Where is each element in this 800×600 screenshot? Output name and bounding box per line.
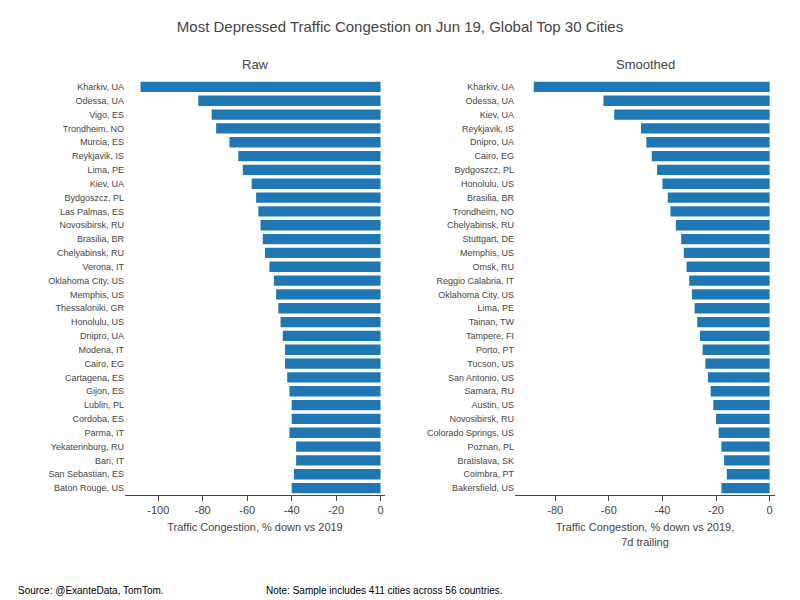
svg-text:San Sebastian, ES: San Sebastian, ES	[48, 469, 124, 479]
svg-text:Tampere, FI: Tampere, FI	[466, 331, 514, 341]
svg-text:Traffic Congestion, % down vs: Traffic Congestion, % down vs 2019	[167, 521, 342, 533]
svg-text:-60: -60	[239, 504, 255, 516]
svg-text:Tucson, US: Tucson, US	[467, 359, 514, 369]
svg-text:Coimbra, PT: Coimbra, PT	[463, 469, 514, 479]
svg-text:Thessaloniki, GR: Thessaloniki, GR	[55, 303, 124, 313]
svg-text:Poznan, PL: Poznan, PL	[467, 442, 514, 452]
svg-text:Parma, IT: Parma, IT	[84, 428, 124, 438]
svg-text:Oklahoma City, US: Oklahoma City, US	[48, 276, 124, 286]
svg-text:Kiev, UA: Kiev, UA	[90, 179, 124, 189]
svg-text:Memphis, US: Memphis, US	[460, 248, 514, 258]
svg-text:Source: @ExanteData, TomTom.: Source: @ExanteData, TomTom.	[18, 585, 164, 596]
svg-text:Modena, IT: Modena, IT	[78, 345, 124, 355]
svg-text:-80: -80	[195, 504, 211, 516]
svg-text:Trondheim, NO: Trondheim, NO	[453, 207, 514, 217]
svg-text:Note: Sample includes 411 citi: Note: Sample includes 411 cities across …	[266, 585, 503, 596]
svg-text:Austin, US: Austin, US	[471, 400, 514, 410]
svg-text:Lima, PE: Lima, PE	[477, 303, 514, 313]
svg-text:Novosibirsk, RU: Novosibirsk, RU	[59, 220, 124, 230]
svg-text:Odessa, UA: Odessa, UA	[75, 96, 124, 106]
svg-text:Brasilia, BR: Brasilia, BR	[467, 193, 515, 203]
svg-text:-20: -20	[708, 504, 724, 516]
svg-text:-60: -60	[601, 504, 617, 516]
svg-text:Odessa, UA: Odessa, UA	[465, 96, 514, 106]
svg-text:Oklahoma City, US: Oklahoma City, US	[438, 290, 514, 300]
svg-text:-20: -20	[328, 504, 344, 516]
svg-text:-40: -40	[284, 504, 300, 516]
svg-text:-40: -40	[654, 504, 670, 516]
svg-text:Lima, PE: Lima, PE	[87, 165, 124, 175]
svg-text:Bydgoszcz, PL: Bydgoszcz, PL	[64, 193, 124, 203]
svg-text:Chelyabinsk, RU: Chelyabinsk, RU	[447, 220, 514, 230]
svg-text:Cairo, EG: Cairo, EG	[474, 151, 514, 161]
svg-text:Honolulu, US: Honolulu, US	[461, 179, 514, 189]
svg-text:Verona, IT: Verona, IT	[82, 262, 124, 272]
svg-text:Kharkiv, UA: Kharkiv, UA	[77, 82, 124, 92]
svg-text:Bratislava, SK: Bratislava, SK	[457, 456, 514, 466]
svg-text:Honolulu, US: Honolulu, US	[71, 317, 124, 327]
svg-text:Porto, PT: Porto, PT	[476, 345, 515, 355]
svg-text:Reykjavik, IS: Reykjavik, IS	[462, 124, 514, 134]
svg-text:Memphis, US: Memphis, US	[70, 290, 124, 300]
svg-text:Las Palmas, ES: Las Palmas, ES	[60, 207, 124, 217]
svg-text:Smoothed: Smoothed	[616, 57, 675, 72]
svg-text:Stuttgart, DE: Stuttgart, DE	[462, 234, 514, 244]
svg-text:Chelyabinsk, RU: Chelyabinsk, RU	[57, 248, 124, 258]
svg-text:Reggio Calabria, IT: Reggio Calabria, IT	[436, 276, 514, 286]
svg-text:Traffic Congestion, % down vs: Traffic Congestion, % down vs 2019,7d tr…	[556, 521, 735, 547]
svg-text:Gijon, ES: Gijon, ES	[86, 386, 124, 396]
svg-text:Trondheim, NO: Trondheim, NO	[63, 124, 124, 134]
svg-text:Kiev, UA: Kiev, UA	[480, 110, 514, 120]
svg-text:Cordoba, ES: Cordoba, ES	[72, 414, 124, 424]
svg-text:Bydgoszcz, PL: Bydgoszcz, PL	[454, 165, 514, 175]
svg-text:Brasilia, BR: Brasilia, BR	[77, 234, 125, 244]
svg-text:Omsk, RU: Omsk, RU	[473, 262, 515, 272]
svg-text:-100: -100	[147, 504, 169, 516]
svg-text:Kharkiv, UA: Kharkiv, UA	[467, 82, 514, 92]
svg-text:Reykjavik, IS: Reykjavik, IS	[72, 151, 124, 161]
svg-text:Raw: Raw	[242, 57, 269, 72]
svg-text:Lublin, PL: Lublin, PL	[84, 400, 124, 410]
svg-text:Bari, IT: Bari, IT	[95, 456, 125, 466]
svg-text:Most Depressed Traffic Congest: Most Depressed Traffic Congestion on Jun…	[177, 18, 623, 35]
svg-text:Vigo, ES: Vigo, ES	[89, 110, 124, 120]
svg-text:Yekaterinburg, RU: Yekaterinburg, RU	[51, 442, 124, 452]
svg-text:0: 0	[377, 504, 383, 516]
svg-text:Colorado Springs, US: Colorado Springs, US	[427, 428, 514, 438]
svg-text:-80: -80	[547, 504, 563, 516]
svg-text:Baton Rouge, US: Baton Rouge, US	[54, 483, 124, 493]
svg-text:San Antonio, US: San Antonio, US	[448, 373, 514, 383]
svg-text:Cairo, EG: Cairo, EG	[84, 359, 124, 369]
svg-text:Dnipro, UA: Dnipro, UA	[80, 331, 124, 341]
svg-text:Bakersfield, US: Bakersfield, US	[452, 483, 514, 493]
svg-text:Murcia, ES: Murcia, ES	[80, 137, 124, 147]
svg-text:Novosibirsk, RU: Novosibirsk, RU	[449, 414, 514, 424]
svg-text:Tainan, TW: Tainan, TW	[469, 317, 515, 327]
svg-text:0: 0	[767, 504, 773, 516]
svg-text:Cartagena, ES: Cartagena, ES	[65, 373, 124, 383]
svg-text:Samara, RU: Samara, RU	[464, 386, 514, 396]
svg-text:Dnipro, UA: Dnipro, UA	[470, 137, 514, 147]
